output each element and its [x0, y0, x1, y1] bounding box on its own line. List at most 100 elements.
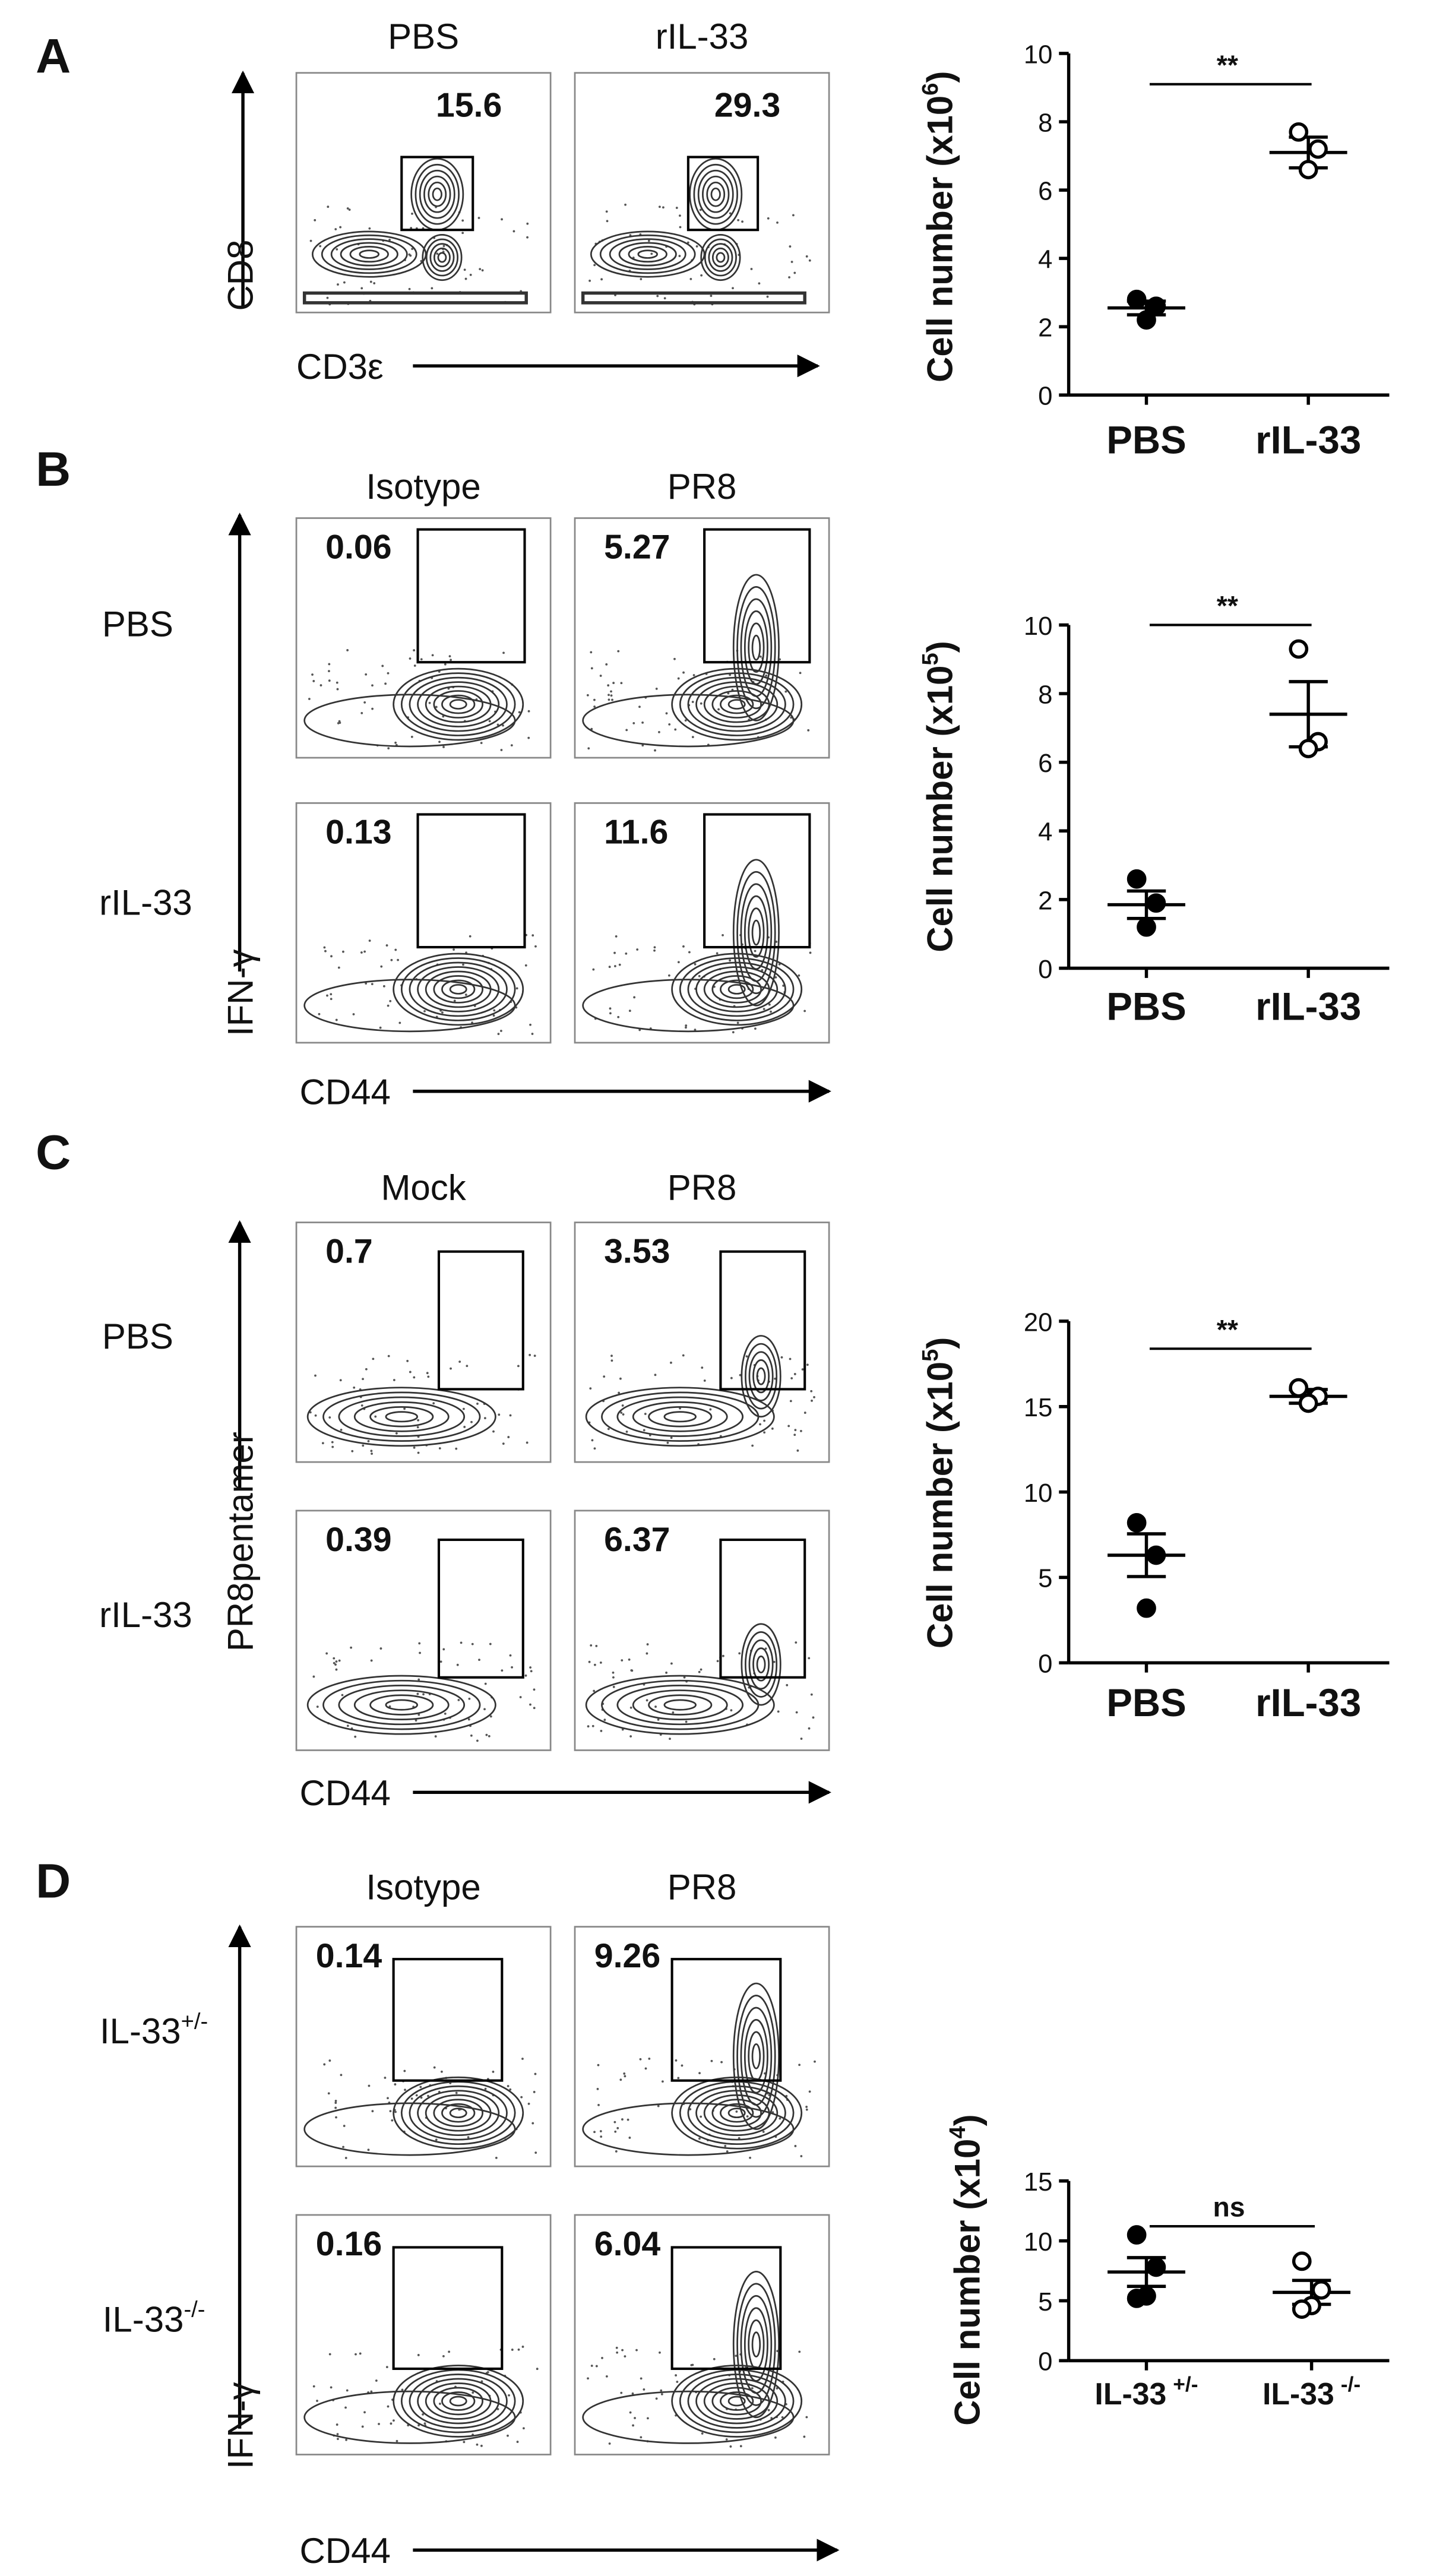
event-dot	[389, 999, 392, 1002]
event-dot	[488, 720, 491, 723]
event-dot	[716, 1660, 719, 1663]
event-dot	[607, 684, 610, 687]
event-dot	[612, 1671, 615, 1674]
y-axis-label: IFN-γ	[220, 2382, 260, 2469]
event-dot	[309, 239, 312, 242]
column-title: PBS	[388, 17, 459, 56]
event-dot	[334, 2099, 337, 2102]
event-dot	[619, 1377, 622, 1380]
event-dot	[793, 1433, 796, 1436]
event-dot	[590, 651, 593, 654]
event-dot	[779, 2117, 781, 2120]
event-dot	[428, 701, 431, 704]
panel-label: A	[36, 30, 71, 84]
contour	[708, 243, 733, 272]
event-dot	[764, 1647, 767, 1650]
contour	[741, 1335, 781, 1418]
event-dot	[359, 2352, 362, 2355]
event-dot	[774, 1377, 777, 1380]
contour	[321, 234, 417, 274]
contour	[703, 2094, 770, 2132]
event-dot	[784, 690, 787, 693]
gate	[400, 156, 474, 232]
event-dot	[469, 273, 472, 276]
contour	[632, 1401, 728, 1432]
contour	[687, 2085, 786, 2141]
contour	[727, 2395, 746, 2407]
event-dot	[417, 1713, 420, 1716]
data-point	[1308, 139, 1328, 159]
contour	[751, 919, 761, 946]
event-dot	[812, 1716, 815, 1719]
event-dot	[632, 2424, 634, 2427]
data-point	[1146, 1545, 1166, 1565]
x-tick-label-text: rIL-33	[1255, 985, 1361, 1028]
event-dot	[754, 950, 757, 952]
contour	[322, 1679, 481, 1730]
contour	[303, 2390, 516, 2444]
significance-label: **	[1217, 590, 1238, 621]
contour	[752, 1647, 770, 1682]
event-dot	[533, 1707, 536, 1710]
event-dot	[629, 1735, 632, 1738]
contour	[727, 984, 746, 995]
event-dot	[774, 976, 777, 979]
event-dot	[634, 2417, 636, 2419]
contour	[697, 169, 734, 219]
event-dot	[586, 694, 589, 697]
event-dot	[643, 1429, 646, 1432]
flow-panel: B Isotype PR8 PBS rIL-33 0.06 5.27 0.13 11.6 IFN-…	[36, 442, 831, 1112]
event-dot	[382, 985, 385, 988]
event-dot	[654, 1374, 657, 1376]
event-dot	[433, 2066, 436, 2069]
event-dot	[640, 2436, 643, 2439]
gate	[719, 1538, 806, 1679]
event-dot	[333, 1662, 336, 1664]
contour	[582, 2102, 795, 2156]
event-dot	[390, 2422, 393, 2425]
event-dot	[632, 721, 635, 724]
plot-frame	[295, 802, 552, 1044]
event-dot	[337, 2438, 339, 2441]
column-title: Mock	[381, 1167, 466, 1207]
contour	[751, 2043, 761, 2069]
contour	[449, 2107, 467, 2119]
y-axis-label: PR8pentamer	[220, 1432, 260, 1651]
event-dot	[360, 287, 363, 290]
event-dot	[471, 1643, 474, 1645]
event-dot	[406, 1359, 409, 1362]
event-dot	[635, 2349, 638, 2352]
event-dot	[527, 736, 530, 739]
event-dot	[638, 705, 641, 708]
event-dot	[502, 1442, 505, 1445]
event-dot	[679, 214, 681, 217]
contour	[751, 2331, 761, 2357]
event-dot	[726, 2150, 729, 2153]
event-dot	[741, 220, 743, 223]
event-dot	[814, 2060, 816, 2063]
contour	[711, 975, 762, 1004]
event-dot	[360, 1404, 363, 1407]
event-dot	[679, 226, 682, 229]
contour	[582, 694, 795, 748]
contour	[585, 1387, 775, 1447]
y-axis-label-text: Cell number (x10	[920, 1362, 960, 1648]
event-dot	[462, 963, 464, 966]
event-dot	[628, 1009, 631, 1012]
event-dot	[334, 2106, 337, 2109]
event-dot	[328, 2059, 331, 2062]
event-dot	[729, 2445, 732, 2448]
significance-label: **	[1217, 1314, 1238, 1345]
event-dot	[413, 664, 416, 667]
event-dot	[531, 934, 534, 937]
event-dot	[387, 1355, 390, 1357]
event-dot	[646, 1643, 649, 1645]
event-dot	[729, 673, 732, 676]
y-tick-label: 15	[1024, 1394, 1053, 1422]
event-dot	[394, 2110, 397, 2113]
event-dot	[775, 941, 778, 943]
event-dot	[698, 2072, 701, 2075]
event-dot	[670, 1361, 672, 1364]
event-dot	[522, 2427, 525, 2430]
event-dot	[384, 2077, 387, 2079]
